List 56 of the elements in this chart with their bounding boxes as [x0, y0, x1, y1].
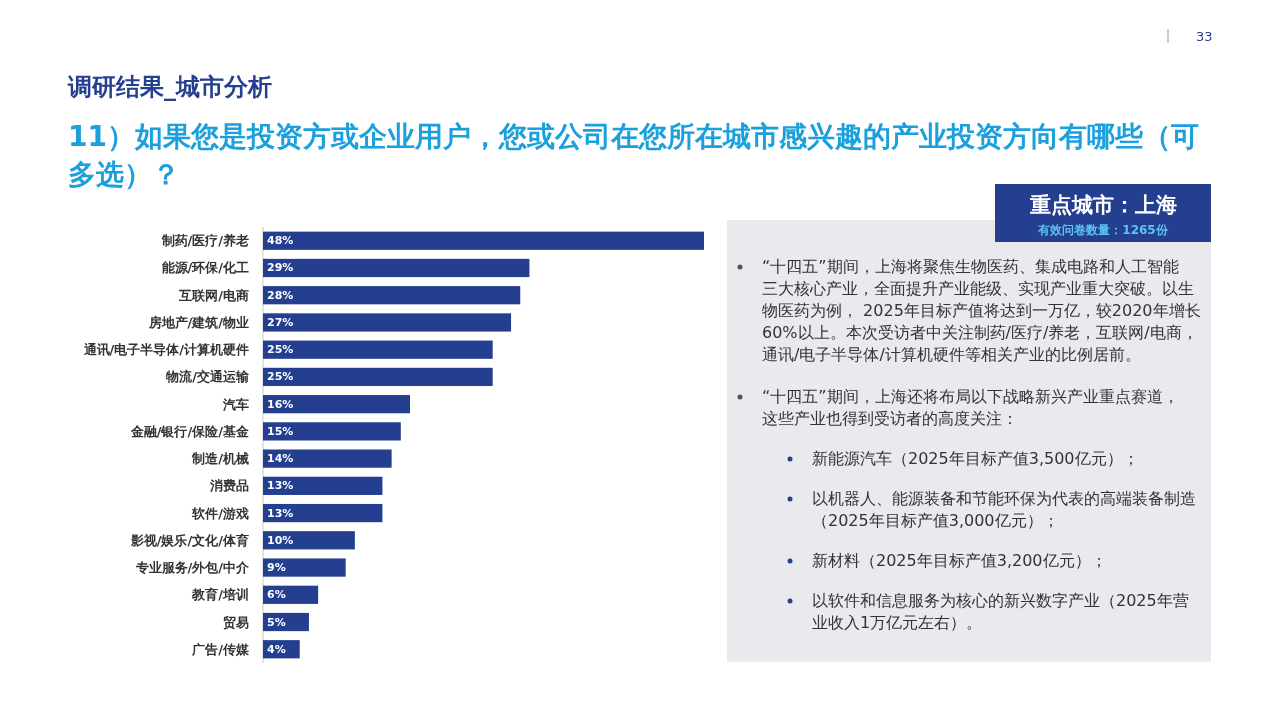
text: 以软件和信息服务为核心的新兴数字产业（2025年营业收入1万亿元左右）。 [812, 591, 1189, 632]
bar [263, 395, 410, 414]
data-label: 27% [267, 315, 294, 329]
data-label: 4% [267, 642, 286, 656]
text: 33 [1196, 29, 1213, 44]
text: 重点城市：上海 [1028, 193, 1177, 217]
data-label: 6% [267, 588, 286, 602]
data-label: 16% [267, 397, 294, 411]
bar [263, 558, 346, 577]
y-tick-label: 房地产/建筑/物业 [147, 314, 249, 330]
text: 新材料（2025年目标产值3,200亿元）； [812, 551, 1107, 570]
data-label: 25% [267, 343, 294, 357]
bar [263, 286, 521, 305]
y-tick-label: 软件/游戏 [191, 505, 249, 521]
text: “十四五”期间，上海还将布局以下战略新兴产业重点赛道，这些产业也得到受访者的高度关注： [762, 387, 1179, 428]
data-label: 13% [267, 479, 294, 493]
bar [263, 422, 401, 441]
bar [263, 503, 383, 523]
bar [263, 367, 493, 387]
text: “十四五”期间，上海将聚焦生物医药、集成电路和人工智能三大核心产业，全面提升产业能级、实现产业重大突破。以生物医药为例， 2025年目标产值将达到一万亿，较2020年增长60%以上。本次受访者中关注制药/医疗/养老，互联网/电商，通讯/电子半导体/计算机硬件等相关产业的比例居前。 [762, 257, 1201, 364]
y-tick-label: 能源/环保/化工 [161, 260, 249, 276]
bar [263, 258, 530, 278]
y-tick-label: 广告/传媒 [191, 641, 250, 657]
data-label: 9% [267, 561, 286, 575]
bar [263, 476, 383, 495]
data-label: 14% [267, 452, 294, 466]
data-label: 5% [267, 615, 286, 629]
chart-subtitle: 11）如果您是投资方或企业用户，您或公司在您所在城市感兴趣的产业投资方向有哪些（可多选）？ [68, 120, 1199, 191]
y-tick-label: 专业服务/外包/中介 [134, 560, 250, 576]
y-tick-label: 消费品 [209, 478, 249, 494]
bar [263, 531, 355, 550]
y-tick-label: 教育/培训 [191, 587, 249, 603]
data-label: 10% [267, 533, 294, 547]
y-tick-label: 汽车 [222, 396, 249, 412]
y-tick-label: 制造/机械 [191, 451, 249, 467]
y-tick-label: 互联网/电商 [178, 287, 249, 303]
y-tick-label: 物流/交通运输 [165, 369, 250, 385]
y-tick-label: 影视/娱乐/文化/体育 [129, 532, 249, 548]
bar [263, 340, 493, 359]
bar [263, 231, 704, 250]
data-label: 29% [267, 261, 294, 275]
y-tick-label: 贸易 [223, 614, 249, 630]
chart-title: 调研结果_城市分析 [67, 73, 272, 101]
data-label: 13% [267, 506, 294, 520]
bar [263, 449, 392, 468]
data-label: 15% [267, 424, 294, 438]
y-tick-label: 金融/银行/保险/基金 [129, 423, 250, 439]
text: 新能源汽车（2025年目标产值3,500亿元）； [812, 449, 1139, 468]
data-label: 28% [267, 288, 294, 302]
data-label: 48% [267, 234, 294, 248]
text: 有效问卷数量：1265份 [1037, 223, 1169, 237]
text: 以机器人、能源装备和节能环保为代表的高端装备制造（2025年目标产值3,000亿元）； [812, 489, 1196, 530]
data-label: 25% [267, 370, 294, 384]
y-tick-label: 通讯/电子半导体/计算机硬件 [82, 342, 249, 358]
bar [263, 313, 512, 332]
y-tick-label: 制药/医疗/养老 [160, 233, 249, 249]
